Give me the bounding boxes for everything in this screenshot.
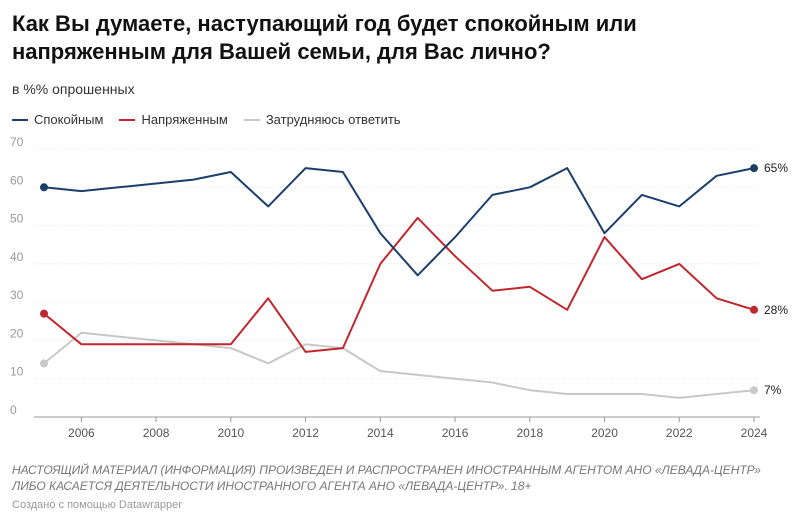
- x-tick-label-2012: 2012: [292, 426, 319, 440]
- y-tick-label-50: 50: [10, 212, 24, 226]
- y-tick-label-30: 30: [10, 288, 24, 302]
- x-tick-label-2018: 2018: [516, 426, 543, 440]
- series-end-dot-tense: [750, 305, 758, 314]
- legend-label-unsure: Затрудняюсь ответить: [265, 112, 401, 127]
- foreign-agent-note: НАСТОЯЩИЙ МАТЕРИАЛ (ИНФОРМАЦИЯ) ПРОИЗВЕД…: [12, 463, 761, 493]
- legend-swatch-calm: [12, 118, 28, 121]
- series-start-dot-unsure: [40, 359, 48, 368]
- chart-title: Как Вы думаете, наступающий год будет сп…: [12, 11, 637, 64]
- legend-label-tense: Напряженным: [141, 112, 228, 127]
- legend-item-calm: Спокойным: [12, 112, 103, 127]
- legend-item-tense: Напряженным: [119, 112, 228, 127]
- y-tick-label-40: 40: [10, 250, 24, 264]
- datawrapper-credit: Создано с помощью Datawrapper: [12, 499, 182, 511]
- y-tick-label-60: 60: [10, 173, 24, 187]
- series-end-label-unsure: 7%: [764, 383, 782, 397]
- x-tick-label-2022: 2022: [666, 426, 693, 440]
- x-tick-label-2008: 2008: [143, 426, 170, 440]
- series-start-dot-calm: [40, 183, 48, 192]
- series-end-dot-calm: [750, 164, 758, 173]
- legend-item-unsure: Затрудняюсь ответить: [243, 112, 401, 127]
- y-tick-label-0: 0: [10, 403, 17, 417]
- y-tick-label-20: 20: [10, 326, 24, 340]
- series-line-unsure: [43, 331, 755, 399]
- legend-swatch-unsure: [243, 118, 260, 121]
- x-tick-label-2024: 2024: [741, 426, 768, 440]
- y-tick-label-70: 70: [10, 135, 24, 149]
- series-start-dot-tense: [40, 309, 48, 318]
- series-end-dot-unsure: [750, 386, 758, 395]
- x-tick-label-2020: 2020: [591, 426, 618, 440]
- legend: Спокойным Напряженным Затрудняюсь ответи…: [12, 112, 417, 127]
- legend-swatch-tense: [119, 118, 136, 121]
- series-end-label-tense: 28%: [764, 303, 788, 317]
- x-tick-label-2014: 2014: [367, 426, 394, 440]
- series-line-tense: [43, 216, 755, 353]
- chart-subtitle: в %% опрошенных: [12, 81, 135, 97]
- series-end-label-calm: 65%: [764, 161, 788, 175]
- x-tick-label-2006: 2006: [68, 426, 95, 440]
- y-tick-label-10: 10: [10, 365, 24, 379]
- series-line-calm: [43, 167, 755, 277]
- x-tick-label-2016: 2016: [442, 426, 469, 440]
- x-tick-label-2010: 2010: [217, 426, 244, 440]
- legend-label-calm: Спокойным: [34, 112, 104, 127]
